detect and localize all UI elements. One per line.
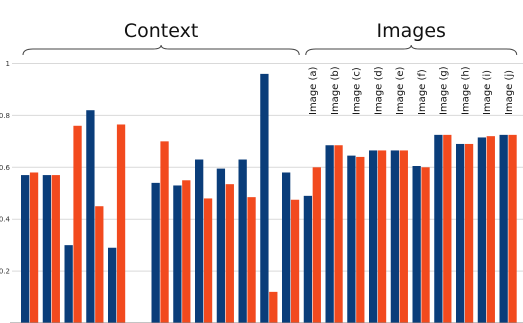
group-brace <box>305 44 518 56</box>
bar <box>42 175 52 323</box>
bar <box>390 150 400 323</box>
bar <box>399 150 408 323</box>
bar <box>195 159 204 323</box>
bar <box>369 150 378 323</box>
bar <box>347 155 356 323</box>
bar <box>216 168 226 323</box>
bar <box>356 156 365 323</box>
bar <box>95 206 104 323</box>
category-label: Image (c) <box>352 67 363 115</box>
bar <box>247 197 256 323</box>
bar <box>86 110 95 323</box>
bar <box>108 247 117 323</box>
bar <box>334 145 343 323</box>
bar <box>29 172 39 323</box>
category-label: Image (f) <box>417 69 428 115</box>
category-label: Image (d) <box>373 66 384 115</box>
bar <box>486 136 495 323</box>
y-tick-label: 1 <box>6 60 10 68</box>
group-brace <box>22 44 300 56</box>
category-label: Image (j) <box>504 70 515 115</box>
group-title: Images <box>377 20 446 42</box>
bar <box>269 291 278 323</box>
bar <box>508 134 517 323</box>
bars <box>21 73 517 323</box>
bar <box>443 134 452 323</box>
bar <box>282 172 291 323</box>
bar <box>73 125 82 323</box>
category-label: Image (h) <box>460 66 471 115</box>
y-tick-label: 0.6 <box>0 164 11 172</box>
category-label: Image (g) <box>439 66 450 115</box>
bar <box>238 159 247 323</box>
bar <box>160 141 169 323</box>
bar <box>182 180 191 323</box>
y-axis-ticks: 0.2 0.4 0.6 0.8 1 <box>0 60 11 276</box>
bar <box>173 185 182 323</box>
bar <box>260 73 269 323</box>
bar <box>464 143 474 323</box>
y-tick-label: 0.8 <box>0 112 10 120</box>
bar <box>377 150 387 323</box>
bar <box>225 184 234 323</box>
bar <box>303 195 313 323</box>
category-label: Image (e) <box>395 66 406 115</box>
bar <box>51 175 60 323</box>
bar <box>203 198 213 323</box>
bar <box>325 145 334 323</box>
category-label: Image (b) <box>330 66 341 115</box>
category-labels: Image (a) Image (b) Image (c) Image (d) Imag… <box>308 66 515 115</box>
bar <box>312 167 321 323</box>
bar <box>456 143 465 323</box>
bar <box>477 137 487 323</box>
bar <box>21 175 30 323</box>
group-title: Context <box>124 20 198 42</box>
bar <box>151 182 160 323</box>
category-label: Image (i) <box>482 70 493 115</box>
bar <box>421 167 430 323</box>
y-tick-label: 0.4 <box>0 216 11 224</box>
bar <box>434 134 443 323</box>
group-annotations: Context Images <box>22 20 518 56</box>
bar <box>412 166 421 323</box>
category-label: Image (a) <box>308 66 319 115</box>
bar <box>290 199 300 323</box>
y-tick-label: 0.2 <box>0 268 10 276</box>
bar <box>64 245 73 323</box>
bar <box>499 134 508 323</box>
bar <box>116 124 126 323</box>
